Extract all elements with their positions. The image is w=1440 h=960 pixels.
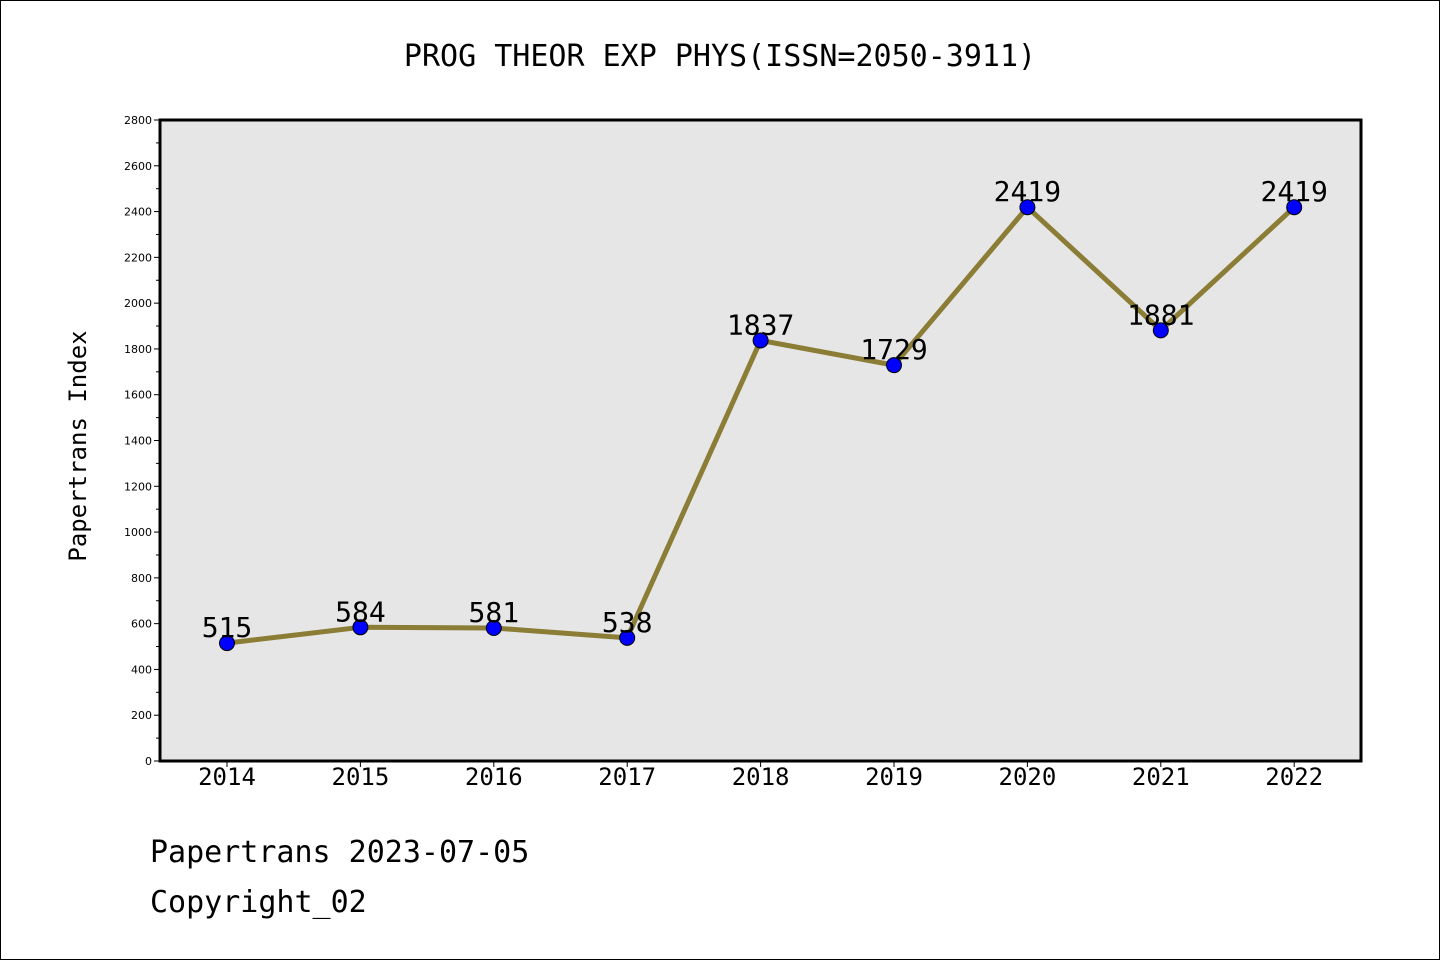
y-tick-label: 1400 xyxy=(124,435,152,448)
data-point xyxy=(1019,199,1036,216)
data-label: 2419 xyxy=(1260,175,1327,208)
data-label: 581 xyxy=(469,596,520,629)
data-point xyxy=(752,332,769,349)
y-tick-label: 800 xyxy=(131,572,152,585)
x-tick-label: 2022 xyxy=(1265,763,1323,791)
data-point xyxy=(1152,322,1169,339)
y-tick-label: 2800 xyxy=(124,114,152,127)
x-tick-label: 2016 xyxy=(465,763,523,791)
y-axis-label: Papertrans Index xyxy=(64,330,92,561)
x-tick-label: 2021 xyxy=(1132,763,1190,791)
y-tick-label: 200 xyxy=(131,709,152,722)
data-point xyxy=(485,619,502,636)
chart-title: PROG THEOR EXP PHYS(ISSN=2050-3911) xyxy=(404,39,1036,74)
y-tick-label: 2200 xyxy=(124,251,152,264)
data-point xyxy=(886,357,902,374)
y-axis: 0 200 400 600 800 1000 1200 1400 1600 1800 2000 220… xyxy=(124,114,160,768)
y-tick-label: 1200 xyxy=(124,480,152,493)
data-label: 1729 xyxy=(860,333,927,366)
data-point xyxy=(1286,199,1303,216)
y-tick-label: 2000 xyxy=(124,297,152,310)
y-tick-label: 1800 xyxy=(124,343,152,356)
data-label: 2419 xyxy=(994,175,1061,208)
footer-date: Papertrans 2023-07-05 xyxy=(150,835,530,870)
data-label: 1881 xyxy=(1127,298,1194,331)
data-point xyxy=(619,629,636,646)
y-tick-label: 600 xyxy=(131,618,152,631)
y-tick-label: 1000 xyxy=(124,526,152,539)
data-point xyxy=(219,635,235,652)
data-label: 515 xyxy=(202,611,253,644)
footer-copyright: Copyright_02 xyxy=(150,885,367,920)
plot-area xyxy=(158,118,1363,763)
y-tick-label: 2400 xyxy=(124,206,152,219)
x-tick-label: 2014 xyxy=(198,763,256,791)
x-tick-label: 2017 xyxy=(598,763,656,791)
y-tick-label: 400 xyxy=(131,663,152,676)
x-tick-label: 2019 xyxy=(865,763,923,791)
y-tick-label: 1600 xyxy=(124,389,152,402)
x-tick-label: 2020 xyxy=(999,763,1057,791)
y-tick-label: 2600 xyxy=(124,160,152,173)
x-tick-label: 2015 xyxy=(332,763,390,791)
data-label: 1837 xyxy=(727,308,794,341)
x-tick-label: 2018 xyxy=(732,763,790,791)
y-tick-label: 0 xyxy=(145,755,152,768)
series-line-group: 515 584 581 538 1837 1729 2419 1881 2419 xyxy=(202,175,1328,652)
x-axis: 2014 2015 2016 2017 2018 2019 2020 2021 2022 xyxy=(198,761,1323,791)
data-point xyxy=(352,619,369,636)
data-label: 538 xyxy=(602,606,653,639)
data-label: 584 xyxy=(335,595,386,628)
